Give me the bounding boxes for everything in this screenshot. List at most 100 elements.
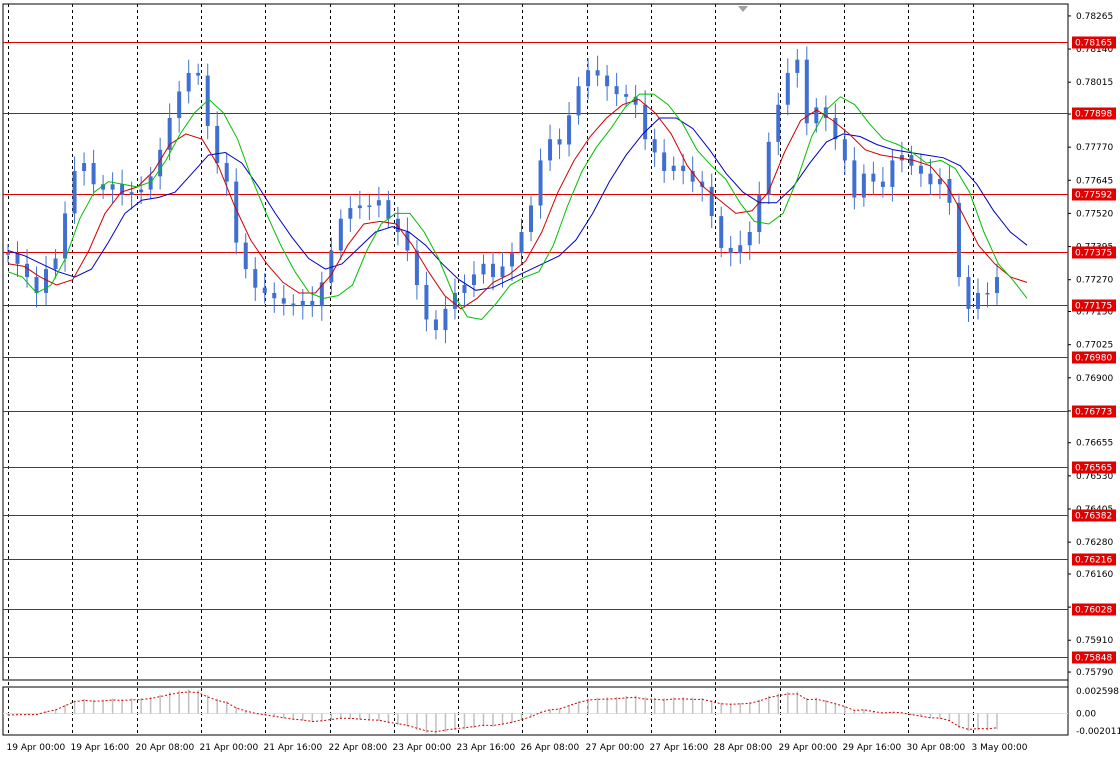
candle-body[interactable] [833,117,838,140]
candle-body[interactable] [766,141,771,195]
candle-body[interactable] [15,253,20,264]
candle-body[interactable] [681,165,686,172]
candle-body[interactable] [719,216,724,248]
candle-body[interactable] [319,282,324,307]
candle-body[interactable] [538,160,543,206]
candle-body[interactable] [671,165,676,172]
candle-body[interactable] [795,59,800,73]
candle-body[interactable] [6,253,10,255]
candle-body[interactable] [776,104,781,142]
candle-body[interactable] [129,192,134,195]
candle-body[interactable] [899,155,904,161]
candle-body[interactable] [928,173,933,185]
candle-body[interactable] [880,181,885,187]
candle-body[interactable] [890,160,895,187]
candle-body[interactable] [34,277,39,293]
candle-body[interactable] [852,160,857,198]
candle-body[interactable] [158,149,163,177]
candle-body[interactable] [329,250,334,283]
candle-body[interactable] [557,139,562,145]
candle-body[interactable] [861,173,866,198]
candle-body[interactable] [139,189,144,193]
candle-body[interactable] [738,245,743,254]
candle-body[interactable] [367,205,372,207]
candle-body[interactable] [338,218,343,251]
candle-body[interactable] [281,298,286,304]
candle-body[interactable] [700,181,705,187]
candle-body[interactable] [823,107,828,118]
candle-body[interactable] [424,285,429,320]
candle-body[interactable] [224,163,229,182]
candle-body[interactable] [348,208,353,219]
candle-body[interactable] [186,72,191,92]
candle-body[interactable] [918,165,923,174]
candle-body[interactable] [148,176,153,190]
candle-body[interactable] [567,115,572,145]
candle-body[interactable] [272,292,277,299]
candle-body[interactable] [975,292,980,309]
candle-body[interactable] [595,70,600,76]
candle-body[interactable] [167,117,172,150]
candle-body[interactable] [386,200,391,219]
candle-body[interactable] [500,266,505,278]
candle-body[interactable] [804,59,809,124]
candle-body[interactable] [652,139,657,153]
candle-body[interactable] [72,171,77,214]
candle-body[interactable] [376,200,381,206]
candle-body[interactable] [519,231,524,254]
candle-body[interactable] [25,263,30,278]
candle-body[interactable] [747,231,752,246]
candle-body[interactable] [471,274,476,286]
candle-body[interactable] [53,258,58,270]
candle-body[interactable] [709,186,714,217]
candle-body[interactable] [842,139,847,161]
candle-body[interactable] [548,139,553,161]
candle-body[interactable] [101,184,106,190]
candle-body[interactable] [510,253,515,267]
candle-body[interactable] [414,250,419,286]
candle-body[interactable] [63,213,68,259]
candle-body[interactable] [253,269,258,288]
candle-body[interactable] [196,72,201,76]
candle-body[interactable] [433,319,438,331]
candle-body[interactable] [728,247,733,254]
candle-body[interactable] [481,263,486,275]
candle-body[interactable] [82,163,87,172]
candle-body[interactable] [985,292,990,295]
candle-body[interactable] [614,86,619,95]
candle-body[interactable] [956,202,961,278]
shift-marker-icon[interactable] [738,6,748,12]
candle-body[interactable] [757,194,762,232]
candle-body[interactable] [937,178,942,185]
candle-body[interactable] [605,75,610,87]
candle-body[interactable] [662,152,667,172]
candle-body[interactable] [643,104,648,140]
candle-body[interactable] [357,205,362,209]
candle-body[interactable] [91,163,96,185]
candle-body[interactable] [110,184,115,190]
candle-body[interactable] [262,287,267,293]
candle-body[interactable] [177,91,182,118]
candle-body[interactable] [462,285,467,293]
candle-body[interactable] [576,86,581,116]
candle-body[interactable] [995,277,999,293]
candle-body[interactable] [452,292,457,309]
candle-body[interactable] [243,242,248,270]
candle-body[interactable] [215,125,220,164]
candle-body[interactable] [871,173,876,182]
candle-body[interactable] [395,218,400,232]
candle-body[interactable] [490,263,495,278]
candle-body[interactable] [310,300,315,307]
candle-body[interactable] [120,184,125,195]
candle-body[interactable] [529,205,534,232]
candle-body[interactable] [624,94,629,97]
candle-body[interactable] [44,269,49,293]
candle-body[interactable] [690,171,695,182]
candle-body[interactable] [300,300,305,307]
candle-body[interactable] [814,107,819,124]
candle-body[interactable] [966,277,971,309]
candle-body[interactable] [586,70,591,87]
candle-body[interactable] [405,231,410,251]
